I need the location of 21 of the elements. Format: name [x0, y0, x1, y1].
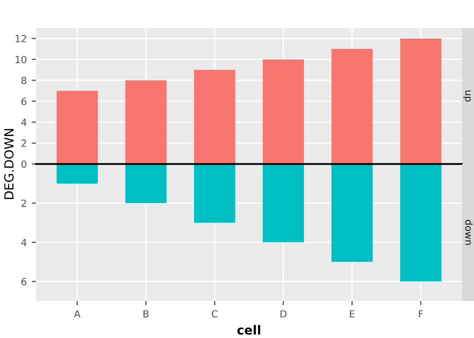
y-tick-label: 10	[16, 56, 26, 64]
y-tick-label: 12	[16, 34, 26, 42]
y-tick-label: 6	[21, 278, 26, 286]
y-tick-label: 4	[21, 118, 26, 126]
y-tick-label: 2	[22, 140, 26, 147]
x-tick-label: F	[418, 310, 424, 318]
text: down	[465, 220, 473, 245]
x-tick-label: D	[280, 310, 287, 318]
x-tick-label: A	[74, 310, 80, 318]
y-tick-label: 4	[21, 238, 26, 246]
y-axis-title: DEG.DOWN	[4, 129, 14, 199]
y-tick-label: 6	[21, 98, 26, 106]
x-tick-label: C	[212, 310, 218, 318]
y-tick-label: 8	[21, 76, 26, 84]
y-tick-label: 2	[22, 200, 26, 207]
text: up	[463, 90, 471, 102]
x-tick-label: E	[350, 310, 355, 318]
y-tick-label: 0	[21, 160, 26, 168]
x-tick-label: B	[144, 310, 149, 318]
x-axis-title: cell	[237, 324, 260, 335]
bar	[56, 164, 98, 184]
